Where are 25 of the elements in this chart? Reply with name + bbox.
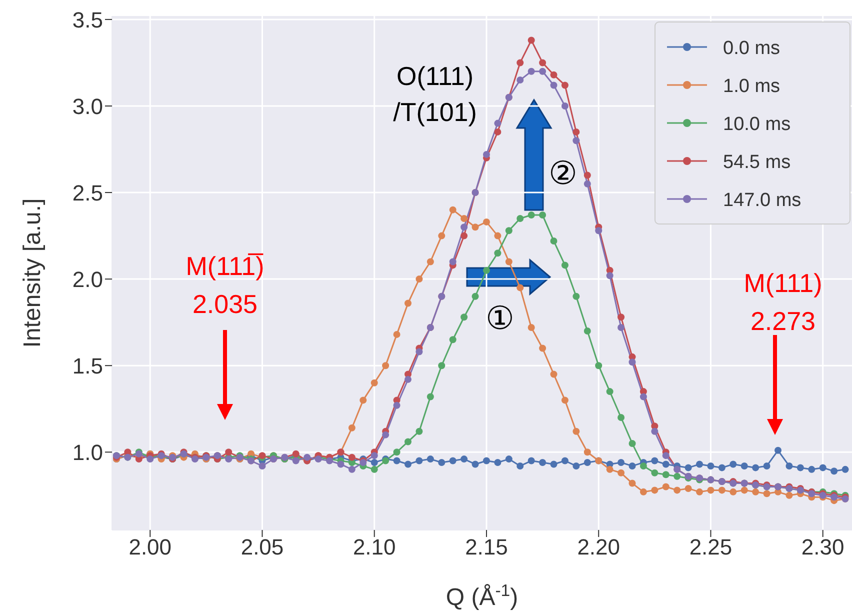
x-tick-label: 2.30	[801, 534, 844, 560]
legend-label: 0.0 ms	[723, 38, 780, 59]
annotation: ②	[548, 154, 578, 192]
annotation: M(111̅) 2.035	[186, 251, 264, 319]
x-tick-label: 2.15	[465, 534, 508, 560]
annotation: ①	[486, 299, 514, 337]
x-tick-label: 2.10	[352, 534, 396, 560]
y-tick-label: 1.5	[72, 353, 103, 378]
legend-label: 54.5 ms	[723, 152, 791, 173]
y-axis-title: Intensity [a.u.]	[19, 198, 46, 348]
x-tick-label: 2.05	[240, 534, 284, 560]
x-axis-title: Q (Å$^{-1}$)	[446, 580, 518, 611]
legend-label: 147.0 ms	[723, 190, 802, 211]
y-tick-label: 1.0	[72, 440, 103, 465]
x-tick-label: 2.25	[689, 534, 732, 560]
legend-label: 1.0 ms	[723, 76, 780, 97]
x-tick-label: 2.20	[577, 534, 620, 560]
legend-label: 10.0 ms	[723, 114, 791, 135]
y-tick-label: 3.5	[72, 7, 103, 32]
y-tick-label: 2.5	[72, 180, 103, 206]
y-tick-label: 3.0	[72, 94, 103, 119]
x-tick-label: 2.00	[128, 534, 172, 560]
annotation: M(111) 2.273	[744, 268, 822, 336]
y-tick-label: 2.0	[72, 266, 103, 292]
annotation: O(111) /T(101)	[393, 61, 477, 127]
